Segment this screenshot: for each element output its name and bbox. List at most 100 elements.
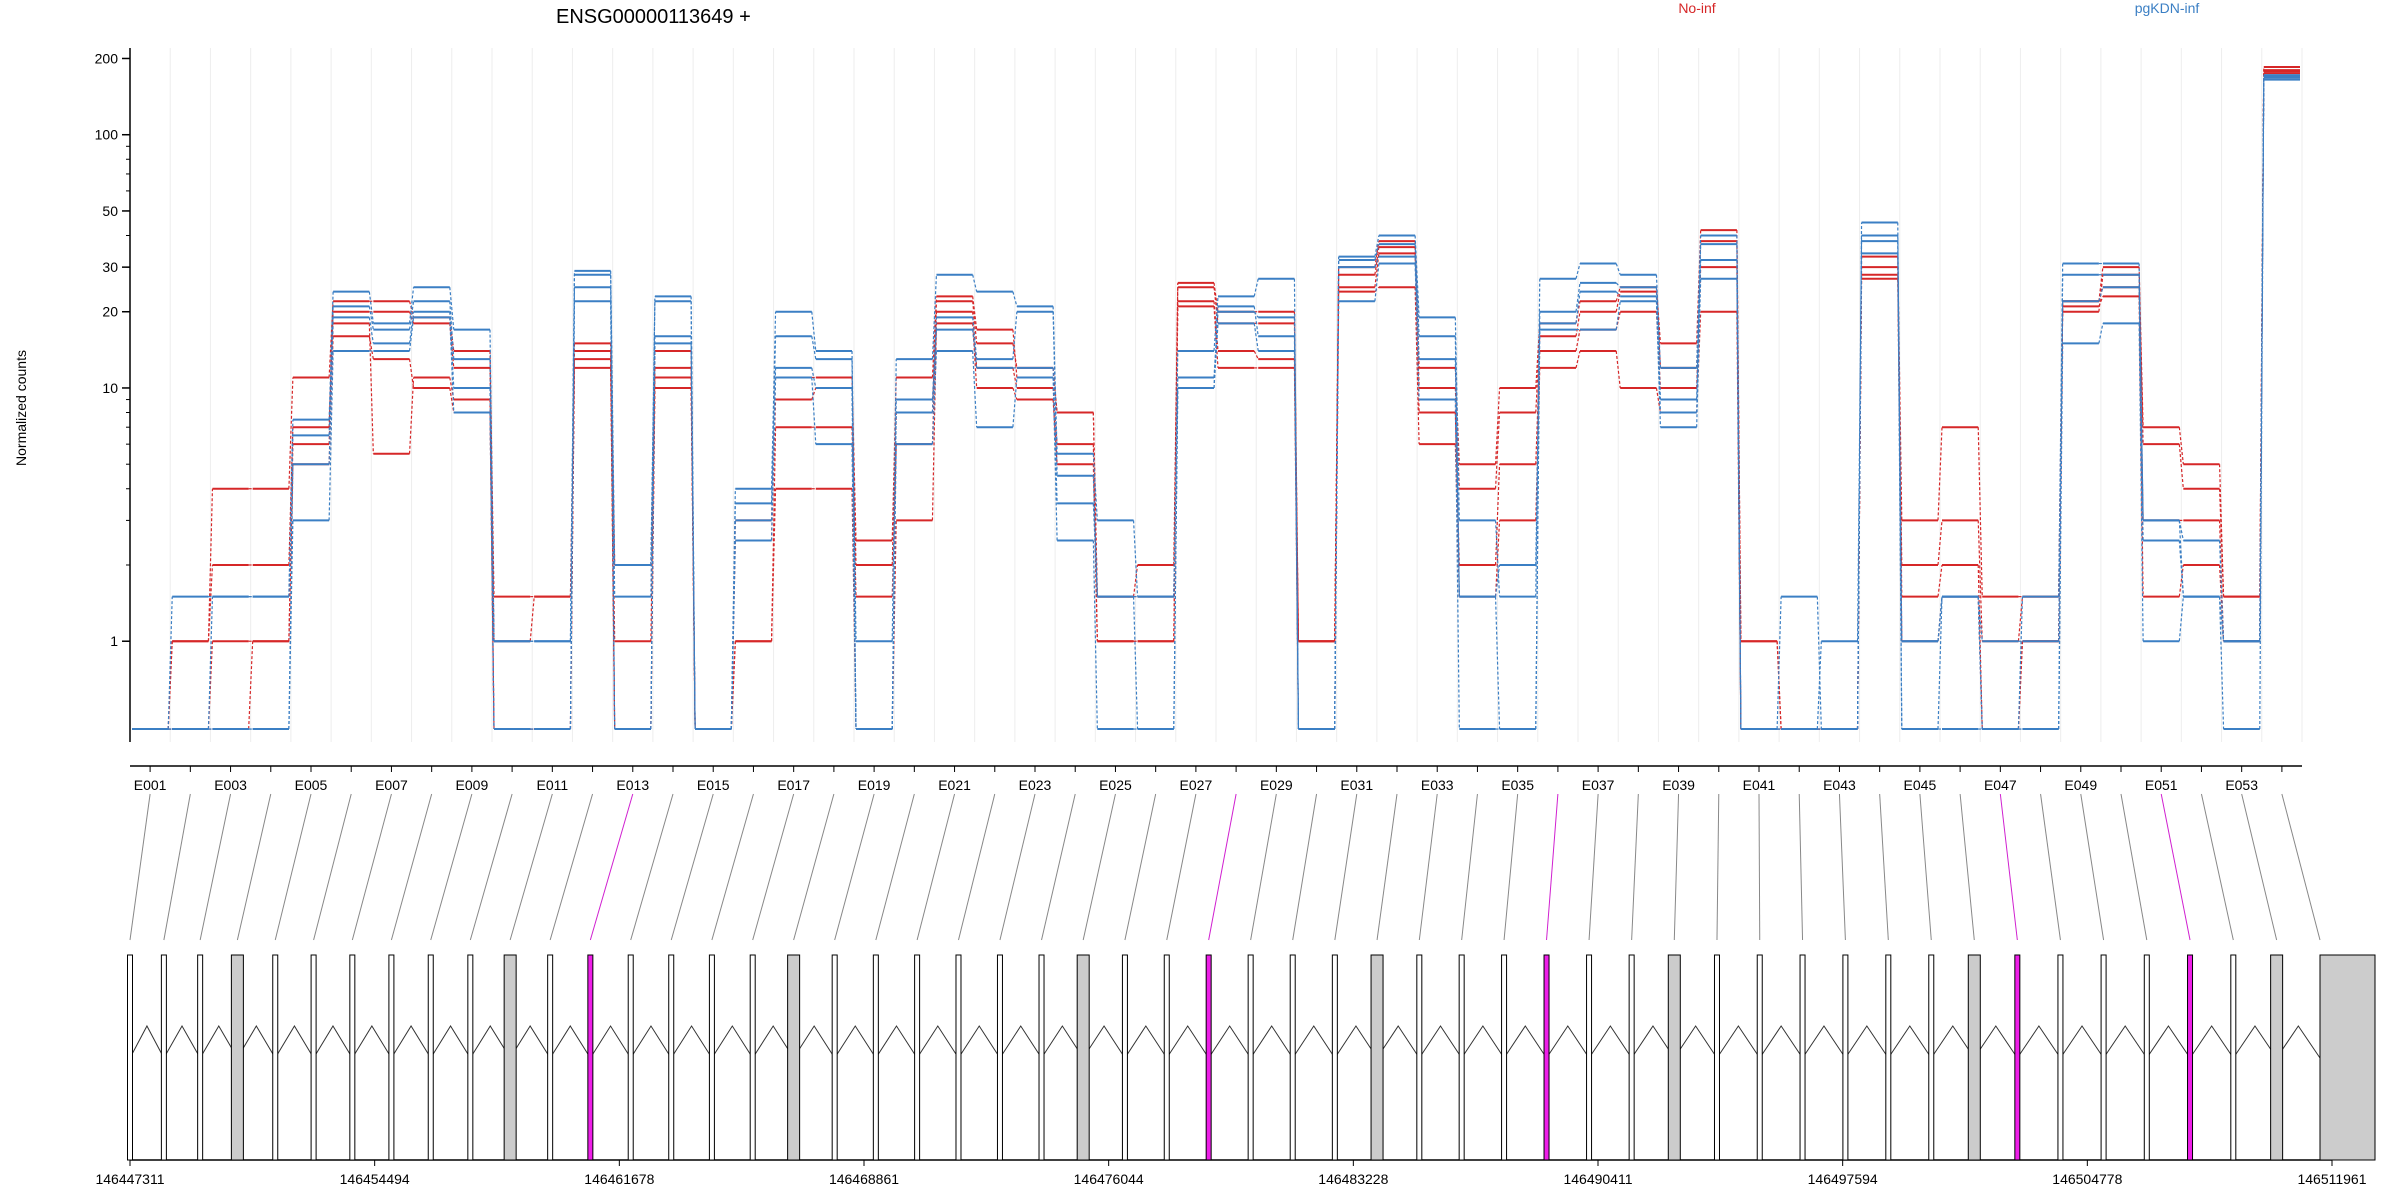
exon-box: [427, 954, 434, 1161]
connector-dash: [408, 301, 415, 318]
connector-dash: [1132, 520, 1139, 597]
connector-dash: [569, 301, 576, 730]
connector-dash: [2178, 520, 2184, 541]
exon-box: [587, 954, 594, 1161]
connector-dash: [1494, 596, 1501, 730]
connector-dash: [851, 387, 857, 565]
exon-box: [2143, 954, 2150, 1161]
y-tick-label: 200: [95, 50, 119, 66]
exon-connector: [2160, 793, 2191, 941]
exon-connector: [589, 793, 634, 941]
x-tick-label: E043: [1823, 777, 1856, 793]
exon-connector: [957, 793, 996, 941]
x-tick-label: E035: [1501, 777, 1534, 793]
exon-connector: [129, 793, 151, 941]
connector-dash: [1012, 387, 1018, 400]
connector-dash: [972, 296, 978, 330]
connector-dash: [1494, 412, 1501, 489]
intron-line: [1166, 1025, 1210, 1059]
intron-line: [1673, 1025, 1718, 1059]
connector-dash: [2098, 287, 2104, 302]
intron-line: [549, 1025, 591, 1059]
intron-line: [916, 1025, 959, 1059]
connector-dash: [972, 301, 978, 344]
genomic-tick-label: 146504778: [2052, 1171, 2122, 1187]
connector-dash: [1293, 350, 1300, 730]
intron-line: [1292, 1025, 1336, 1059]
exon-box: [127, 954, 133, 1161]
connector-dash: [1655, 301, 1662, 428]
exon-box: [1885, 954, 1892, 1161]
connector-dash: [1012, 343, 1018, 369]
x-tick-label: E031: [1340, 777, 1373, 793]
connector-dash: [1575, 311, 1581, 337]
exon-connector: [390, 793, 433, 941]
intron-line: [2060, 1025, 2105, 1059]
exon-connector: [875, 793, 915, 941]
gene-model: [127, 954, 2376, 1161]
y-tick-label: 10: [102, 380, 118, 396]
intron-line: [1376, 1025, 1420, 1059]
connector-dash: [1334, 301, 1340, 730]
x-tick-label: E027: [1180, 777, 1213, 793]
exon-box: [388, 954, 395, 1161]
connector-dash: [1494, 464, 1501, 566]
connector-dash: [770, 377, 777, 541]
x-tick-label: E003: [214, 777, 247, 793]
connector-dash: [449, 287, 455, 330]
y-axis: 1 10 20 30 50 100 200: [95, 48, 131, 742]
exon-connector: [1999, 793, 2018, 941]
x-tick-label: E039: [1662, 777, 1695, 793]
connector-dash: [207, 596, 214, 730]
connector-dash: [972, 311, 978, 368]
connector-dash: [449, 317, 455, 413]
connector-dash: [1937, 427, 1943, 521]
connector-dash: [2178, 444, 2184, 489]
exon-box: [1247, 954, 1254, 1161]
exon-box: [1842, 954, 1849, 1161]
exon-connector: [274, 793, 312, 941]
connector-dash: [368, 336, 374, 360]
exon-box: [2014, 954, 2021, 1161]
genomic-tick-label: 146483228: [1318, 1171, 1388, 1187]
exon-box: [1076, 954, 1090, 1161]
y-tick-label: 100: [95, 127, 119, 143]
connector-dash: [1615, 311, 1621, 330]
connector-dash: [931, 317, 938, 400]
connector-dash: [1374, 241, 1380, 268]
x-tick-label: E017: [777, 777, 810, 793]
exon-connector: [1879, 793, 1889, 941]
connector-dash: [770, 336, 777, 504]
exon-box: [996, 954, 1003, 1161]
exon-connector: [1082, 793, 1116, 941]
connector-dash: [1494, 520, 1501, 597]
exon-box: [1205, 954, 1212, 1161]
connector-dash: [1655, 311, 1662, 389]
exon-connector: [1673, 793, 1680, 941]
connector-dash: [1253, 350, 1259, 360]
intron-line: [793, 1025, 836, 1059]
x-tick-label: E011: [536, 777, 568, 793]
connector-dash: [1535, 323, 1541, 389]
connector-dash: [368, 291, 374, 324]
intron-line: [1461, 1025, 1505, 1059]
exon-box: [1713, 954, 1720, 1161]
intron-line: [670, 1025, 713, 1059]
exon-connector: [2120, 793, 2148, 941]
connector-dash: [328, 301, 334, 378]
intron-line: [2103, 1025, 2148, 1059]
connector-dash: [1977, 596, 1983, 730]
intron-line: [163, 1024, 201, 1059]
exon-box: [627, 954, 634, 1161]
y-tick-label: 1: [110, 633, 118, 649]
x-tick-label: E029: [1260, 777, 1293, 793]
connector-dash: [811, 377, 817, 445]
intron-line: [2146, 1025, 2191, 1059]
exon-connector: [163, 793, 191, 941]
connector-dash: [2178, 540, 2184, 597]
connector-dash: [1132, 564, 1139, 597]
connector-dash: [1012, 329, 1018, 378]
connector-dash: [2098, 267, 2104, 302]
connector-dash: [449, 323, 455, 368]
exon-box: [1289, 954, 1296, 1161]
